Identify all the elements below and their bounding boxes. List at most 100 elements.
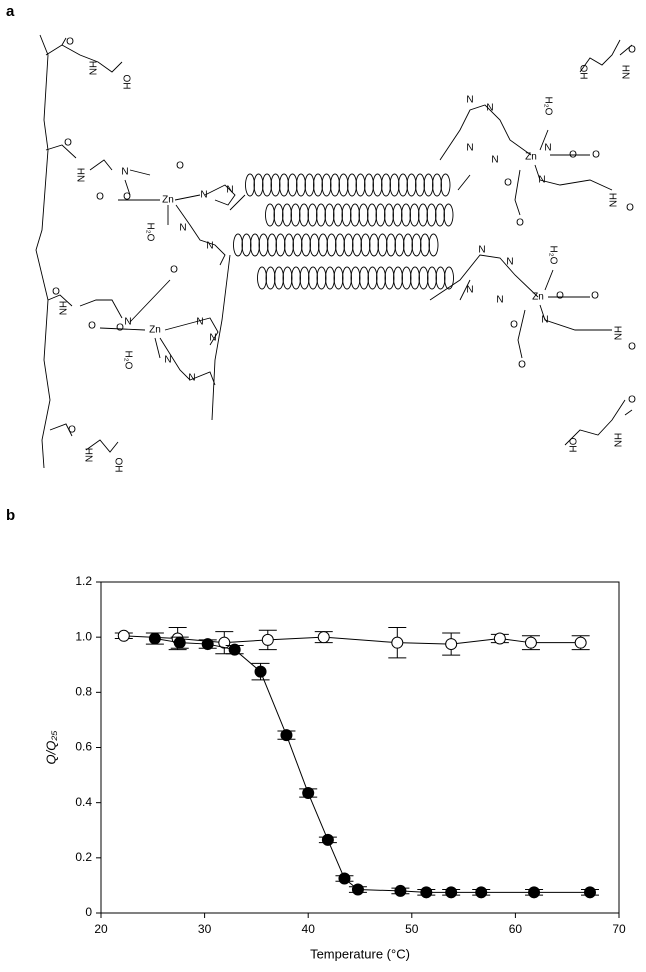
helix-turn bbox=[245, 173, 255, 197]
helix-turn bbox=[401, 266, 412, 290]
atom-label: O bbox=[52, 287, 60, 298]
helix-turn bbox=[409, 203, 420, 227]
helix-turn bbox=[367, 266, 378, 290]
atom-label: O bbox=[591, 291, 599, 302]
helix-turn bbox=[440, 173, 451, 197]
point bbox=[280, 729, 293, 742]
series-line bbox=[154, 638, 590, 893]
helix-turn bbox=[330, 173, 340, 197]
helix-turn bbox=[275, 233, 286, 257]
atom-label: N bbox=[226, 185, 233, 196]
helix-turn bbox=[420, 233, 430, 257]
helix-turn bbox=[316, 203, 326, 227]
point bbox=[445, 638, 458, 651]
x-tick-label: 30 bbox=[198, 922, 212, 936]
atom-label: HN bbox=[611, 433, 622, 447]
helix-turn bbox=[333, 266, 344, 290]
helix-turn bbox=[282, 266, 293, 290]
helix-turn bbox=[375, 203, 386, 227]
point bbox=[475, 886, 488, 899]
helix-turn bbox=[274, 266, 284, 290]
atom-label: N bbox=[164, 355, 171, 366]
atom-label: O bbox=[510, 320, 518, 331]
y-tick-label: 0 bbox=[85, 905, 92, 919]
helix-turn bbox=[406, 173, 417, 197]
helix-turn bbox=[418, 203, 428, 227]
atom-label: OH bbox=[112, 458, 123, 473]
atom-label: N bbox=[179, 223, 186, 234]
atom-label: Zn bbox=[532, 292, 544, 303]
atom-label: N bbox=[538, 175, 545, 186]
helix-turn bbox=[364, 173, 374, 197]
atom-label: O bbox=[123, 192, 131, 203]
x-axis-label: Temperature (°C) bbox=[310, 946, 410, 961]
helix-turn bbox=[279, 173, 289, 197]
helix-turn bbox=[401, 203, 411, 227]
helix-turn bbox=[267, 233, 277, 257]
point bbox=[261, 633, 274, 646]
helix-turn bbox=[265, 266, 276, 290]
atom-label: N bbox=[196, 317, 203, 328]
helix-turn bbox=[307, 203, 318, 227]
helix-turn bbox=[410, 266, 420, 290]
helix-turn bbox=[352, 233, 362, 257]
helix-turn bbox=[308, 266, 318, 290]
atom-label: H₂O bbox=[144, 223, 155, 242]
x-tick-label: 20 bbox=[94, 922, 108, 936]
helix-turn bbox=[367, 203, 377, 227]
atom-label: N bbox=[124, 317, 131, 328]
atom-label: N bbox=[541, 315, 548, 326]
helix-turn bbox=[381, 173, 391, 197]
helix-turn bbox=[262, 173, 272, 197]
point bbox=[583, 886, 596, 899]
y-tick-label: 0.4 bbox=[75, 795, 92, 809]
helix-turn bbox=[335, 233, 345, 257]
atom-label: HN bbox=[82, 448, 93, 462]
helix-turn bbox=[341, 203, 352, 227]
helix-turn bbox=[250, 233, 260, 257]
atom-label: H₂O bbox=[542, 97, 553, 116]
atom-label: O bbox=[504, 178, 512, 189]
point bbox=[420, 886, 433, 899]
atom-label: OH bbox=[577, 65, 588, 80]
atom-label: HN bbox=[86, 61, 97, 75]
helix-turn bbox=[386, 233, 396, 257]
helix-turn bbox=[241, 233, 252, 257]
atom-label: O bbox=[116, 323, 124, 334]
point bbox=[528, 886, 541, 899]
atom-label: HN bbox=[606, 193, 617, 207]
point bbox=[201, 638, 214, 651]
atom-label: O bbox=[518, 360, 526, 371]
helix-turn bbox=[343, 233, 354, 257]
helix-turn bbox=[358, 203, 369, 227]
helix-turn bbox=[265, 203, 275, 227]
helix-turn bbox=[435, 203, 445, 227]
point bbox=[394, 884, 407, 897]
point bbox=[524, 636, 537, 649]
atom-label: HN bbox=[611, 326, 622, 340]
helix-turn bbox=[377, 233, 388, 257]
helix-turn bbox=[292, 233, 303, 257]
atom-label: N bbox=[491, 155, 498, 166]
atom-label: N bbox=[544, 143, 551, 154]
atom-label: HN bbox=[619, 65, 630, 79]
atom-label: O bbox=[96, 192, 104, 203]
helix-turn bbox=[428, 233, 439, 257]
helix-turn bbox=[427, 266, 437, 290]
helix-turn bbox=[432, 173, 442, 197]
helix-turn bbox=[338, 173, 349, 197]
helix-turn bbox=[360, 233, 371, 257]
helix-turn bbox=[369, 233, 379, 257]
structure-bonds bbox=[35, 34, 633, 469]
helix-turn bbox=[415, 173, 425, 197]
y-axis-label: Q/Q₂₅ bbox=[43, 730, 58, 765]
point bbox=[321, 833, 334, 846]
point bbox=[148, 632, 161, 645]
helix-turn bbox=[258, 233, 269, 257]
atom-label: HN bbox=[74, 168, 85, 182]
atom-label: N bbox=[496, 295, 503, 306]
point bbox=[228, 643, 241, 656]
point bbox=[173, 636, 186, 649]
atom-label: O bbox=[64, 138, 72, 149]
